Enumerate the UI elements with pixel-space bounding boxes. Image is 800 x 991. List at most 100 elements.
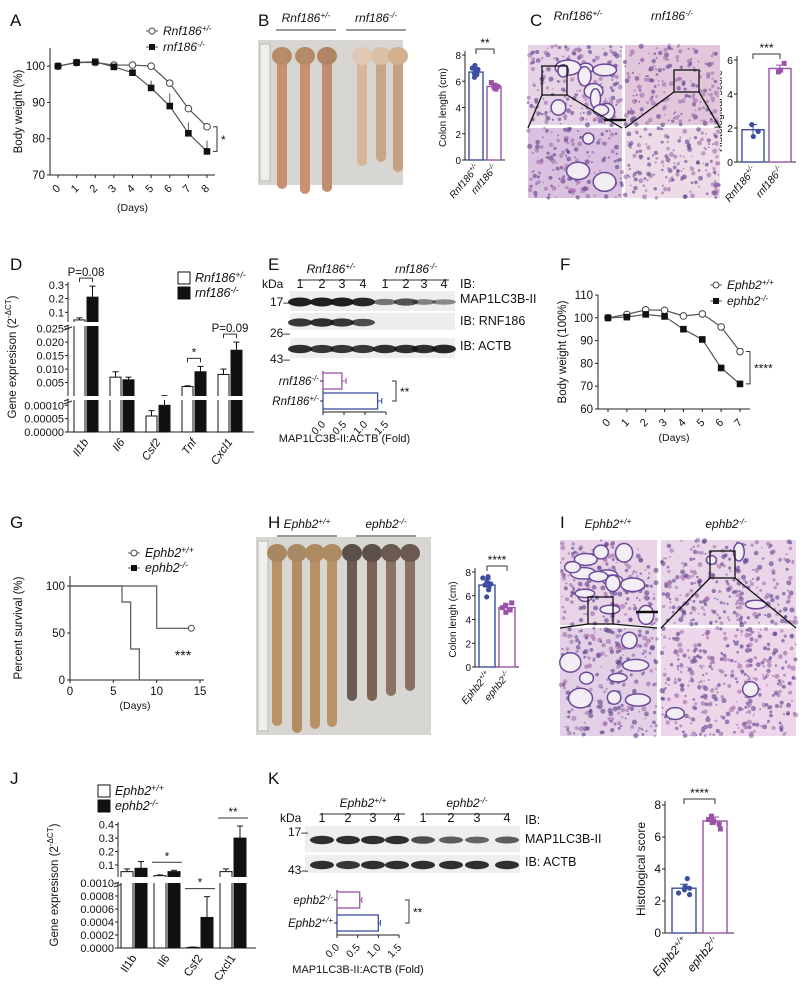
nucleus	[611, 631, 615, 635]
nucleus	[660, 633, 663, 636]
nucleus	[775, 582, 779, 586]
protein-band	[330, 297, 354, 307]
nucleus	[653, 150, 658, 155]
y-tick-label: 0.3	[49, 280, 64, 292]
data-point	[491, 82, 497, 88]
significance-bracket	[486, 565, 508, 571]
nucleus	[607, 716, 612, 722]
nucleus	[608, 567, 611, 570]
genotype-name: Ephb2	[145, 546, 181, 560]
protein-band	[288, 297, 312, 307]
bar	[498, 606, 516, 668]
nucleus	[714, 719, 718, 723]
lane-number: 2	[345, 811, 352, 825]
nucleus	[536, 160, 541, 165]
nucleus	[663, 646, 665, 649]
nucleus	[639, 572, 642, 575]
nucleus	[693, 49, 699, 54]
significance-bracket	[79, 277, 93, 283]
legend-label: ephb2-/-	[145, 560, 188, 575]
y-tick-label: 0.0010	[80, 878, 114, 890]
protein-band	[373, 344, 397, 354]
nucleus	[634, 122, 639, 127]
nucleus	[661, 706, 664, 709]
nucleus	[747, 627, 753, 633]
nucleus	[743, 672, 747, 676]
nucleus	[671, 119, 675, 123]
nucleus	[708, 621, 713, 625]
legend-marker	[713, 298, 719, 304]
nucleus	[555, 162, 558, 165]
nucleus	[616, 665, 620, 669]
nucleus	[671, 578, 676, 583]
nucleus	[626, 71, 630, 76]
cecum	[317, 47, 337, 65]
nucleus	[757, 631, 760, 634]
data-point	[203, 122, 211, 131]
panel-i-histology: Ephb2+/+ ephb2-/-	[558, 516, 799, 739]
nucleus	[561, 178, 565, 183]
nucleus	[710, 96, 716, 102]
nucleus	[603, 51, 608, 57]
colon-sample	[277, 54, 287, 189]
nucleus	[648, 132, 652, 137]
lane-number: 4	[504, 811, 511, 825]
nucleus	[782, 685, 786, 689]
nucleus	[678, 122, 683, 127]
y-tick-label: 4	[465, 616, 471, 627]
nucleus	[703, 685, 709, 691]
nucleus	[597, 138, 601, 141]
nucleus	[753, 713, 756, 716]
protein-band	[394, 298, 418, 306]
nucleus	[654, 161, 657, 164]
nucleus	[585, 613, 588, 616]
nucleus	[715, 620, 718, 623]
nucleus	[546, 47, 549, 50]
nucleus	[712, 545, 717, 549]
nucleus	[767, 719, 771, 723]
nucleus	[745, 663, 751, 669]
nucleus	[641, 733, 645, 736]
nucleus	[618, 193, 622, 197]
nucleus	[623, 174, 629, 180]
nucleus	[561, 595, 563, 598]
nucleus	[681, 609, 687, 614]
nucleus	[583, 721, 586, 724]
censored-marker	[187, 624, 195, 632]
group-label: ephb2-/-	[365, 516, 406, 531]
nucleus	[611, 88, 615, 93]
nucleus	[558, 177, 561, 180]
nucleus	[602, 47, 604, 50]
nucleus	[793, 657, 798, 662]
nucleus	[657, 79, 660, 82]
nucleus	[559, 165, 564, 170]
panel-label-a: A	[10, 11, 22, 30]
nucleus	[638, 154, 643, 159]
nucleus	[779, 700, 784, 705]
nucleus	[702, 649, 705, 652]
nucleus	[650, 725, 652, 728]
y-tick-label: 8	[465, 568, 471, 579]
molecular-weight-marker: 17–	[270, 295, 290, 309]
antibody-label: IB: RNF186	[460, 314, 525, 328]
crypt	[573, 552, 598, 567]
y-tick-label: 6	[455, 77, 461, 88]
nucleus	[550, 184, 553, 188]
nucleus	[654, 617, 659, 622]
nucleus	[536, 180, 541, 184]
y-tick-label: 4	[727, 89, 733, 101]
nucleus	[679, 683, 685, 688]
genotype-name: rnf186	[163, 40, 197, 54]
series-eph_ko	[604, 311, 744, 388]
nucleus	[794, 643, 797, 646]
nucleus	[662, 672, 667, 677]
axis-break-gap	[119, 877, 255, 883]
nucleus	[794, 677, 797, 680]
nucleus	[609, 122, 614, 128]
x-tick-label: 1	[69, 183, 82, 196]
nucleus	[675, 54, 680, 60]
nucleus	[660, 559, 664, 562]
nucleus	[570, 77, 575, 82]
nucleus	[698, 185, 701, 188]
